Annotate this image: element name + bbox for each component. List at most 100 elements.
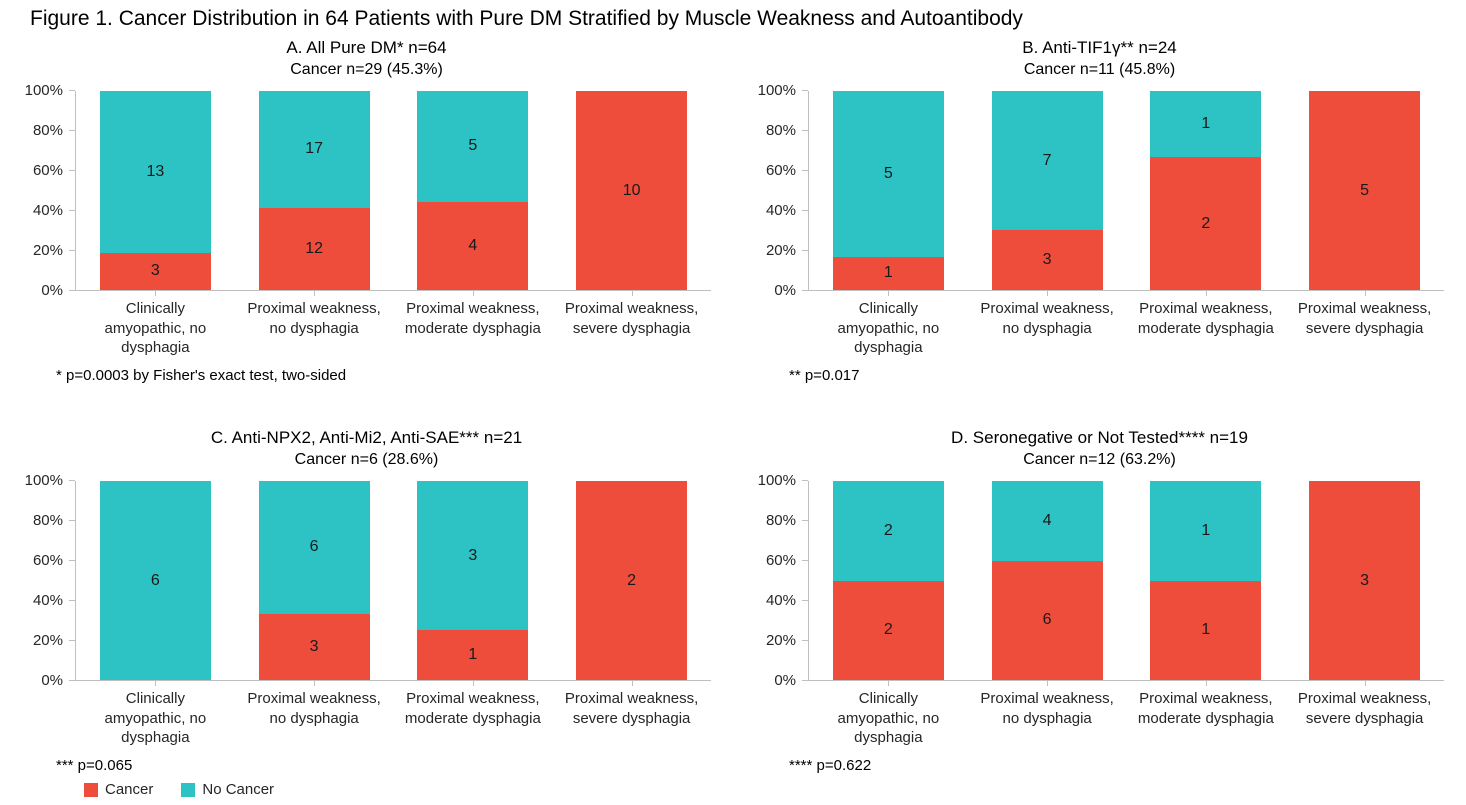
y-tick-label: 80% — [765, 122, 796, 139]
y-axis: 0% 20% 40% 60% 80% 100% — [733, 473, 808, 688]
bar-segment-no-cancer: 4 — [991, 481, 1103, 561]
x-axis-label: Proximal weakness, severe dysphagia — [1285, 299, 1444, 358]
x-axis-label-line: Proximal weakness, — [406, 690, 540, 707]
bar-segment-value: 1 — [1201, 621, 1211, 639]
x-axis-label-line: amyopathic, no — [104, 319, 207, 337]
bar-segment-value: 6 — [309, 538, 319, 556]
x-axis-label-line: moderate dysphagia — [404, 319, 541, 337]
y-tick-label: 20% — [765, 632, 796, 649]
y-tick-mark — [69, 640, 75, 641]
y-tick-label: 40% — [32, 202, 63, 219]
stacked-bar: 2 — [576, 481, 688, 680]
y-tick-mark — [802, 290, 808, 291]
panel-a-footnote: * p=0.0003 by Fisher's exact test, two-s… — [56, 366, 347, 384]
x-axis-label-line: Clinically — [125, 300, 185, 317]
y-tick-mark — [802, 210, 808, 211]
y-tick-label: 40% — [765, 592, 796, 609]
y-tick-mark — [69, 480, 75, 481]
x-axis-label-line: no dysphagia — [269, 319, 359, 337]
legend-label: No Cancer — [202, 781, 275, 798]
bar-segment-value: 3 — [1042, 251, 1052, 269]
x-axis-label-line: no dysphagia — [1002, 709, 1092, 727]
x-axis-label-line: severe dysphagia — [1305, 319, 1424, 337]
y-tick-label: 0% — [774, 282, 796, 299]
bar-segment-no-cancer: 3 — [417, 481, 529, 631]
bar-segment-value: 3 — [1360, 571, 1370, 589]
x-axis-label-line: no dysphagia — [1002, 319, 1092, 337]
bar-slot: 2 — [552, 481, 711, 686]
y-tick-label: 20% — [32, 242, 63, 259]
x-axis-label: Proximal weakness, moderate dysphagia — [1127, 689, 1286, 748]
x-axis-label: Proximal weakness, moderate dysphagia — [394, 689, 553, 748]
bar-segment-value: 4 — [468, 236, 478, 254]
bar-segment-value: 1 — [883, 264, 893, 282]
bar-segment-no-cancer: 7 — [991, 91, 1103, 231]
bar-segment-cancer: 6 — [991, 560, 1103, 680]
x-axis-label-line: moderate dysphagia — [1137, 709, 1274, 727]
x-axis-label: Clinically amyopathic, no dysphagia — [76, 299, 235, 358]
y-tick-label: 0% — [41, 672, 63, 689]
stacked-bar: 3 13 — [99, 91, 211, 290]
bar-segment-cancer: 2 — [832, 580, 944, 680]
x-axis-labels: Clinically amyopathic, no dysphagia Proxima… — [76, 689, 711, 748]
stacked-bar: 12 17 — [258, 91, 370, 290]
stacked-bar: 5 — [1309, 91, 1421, 290]
x-axis-label: Proximal weakness, severe dysphagia — [552, 299, 711, 358]
bar-segment-cancer: 1 — [832, 256, 944, 290]
bar-segment-value: 2 — [883, 521, 893, 539]
x-axis-label: Proximal weakness, moderate dysphagia — [1127, 299, 1286, 358]
x-tick-mark — [155, 291, 157, 296]
y-tick-mark — [69, 520, 75, 521]
x-axis-label-line: dysphagia — [854, 729, 923, 746]
x-axis-label-line: Proximal weakness, — [247, 300, 381, 317]
panel-b-footnote: ** p=0.017 — [789, 366, 860, 384]
x-tick-mark — [155, 681, 157, 686]
x-tick-mark — [1205, 291, 1207, 296]
stacked-bar: 10 — [576, 91, 688, 290]
legend-label: Cancer — [105, 781, 154, 798]
bar-segment-value: 4 — [1042, 511, 1052, 529]
y-tick-mark — [69, 290, 75, 291]
y-tick-mark — [69, 210, 75, 211]
y-tick-label: 0% — [774, 672, 796, 689]
panel-b-title: B. Anti-TIF1γ** n=24 — [1022, 38, 1177, 57]
legend: Cancer No Cancer — [84, 781, 274, 798]
x-axis-label-line: Proximal weakness, — [1297, 300, 1432, 317]
x-tick-mark — [1364, 681, 1366, 686]
x-axis-label-line: Proximal weakness, — [247, 690, 381, 707]
panel-a-chart: 0% 20% 40% 60% 80% 100% 3 13 12 17 4 5 10 — [0, 83, 733, 298]
x-axis-label-line: Clinically — [858, 300, 918, 317]
x-axis-label: Proximal weakness, severe dysphagia — [1285, 689, 1444, 748]
y-tick-mark — [802, 480, 808, 481]
y-tick-mark — [802, 680, 808, 681]
stacked-bar: 3 — [1309, 481, 1421, 680]
y-tick-label: 100% — [24, 82, 63, 99]
bar-segment-no-cancer: 6 — [99, 481, 211, 680]
y-tick-mark — [802, 520, 808, 521]
panel-a: A. All Pure DM* n=64 Cancer n=29 (45.3%)… — [0, 34, 733, 385]
x-axis-label: Clinically amyopathic, no dysphagia — [809, 299, 968, 358]
bar-segment-value: 2 — [1201, 214, 1211, 232]
x-axis-label-line: moderate dysphagia — [404, 709, 541, 727]
y-tick-mark — [69, 90, 75, 91]
x-axis-label: Proximal weakness, severe dysphagia — [552, 689, 711, 748]
y-tick-mark — [69, 130, 75, 131]
bar-segment-value: 7 — [1042, 151, 1052, 169]
bar-segment-value: 1 — [1201, 521, 1211, 539]
y-tick-label: 60% — [765, 552, 796, 569]
panel-a-subtitle: Cancer n=29 (45.3%) — [290, 61, 443, 78]
bar-slot: 3 13 — [76, 91, 235, 296]
y-tick-mark — [69, 170, 75, 171]
legend-item-cancer: Cancer — [84, 781, 153, 798]
y-tick-label: 60% — [765, 162, 796, 179]
